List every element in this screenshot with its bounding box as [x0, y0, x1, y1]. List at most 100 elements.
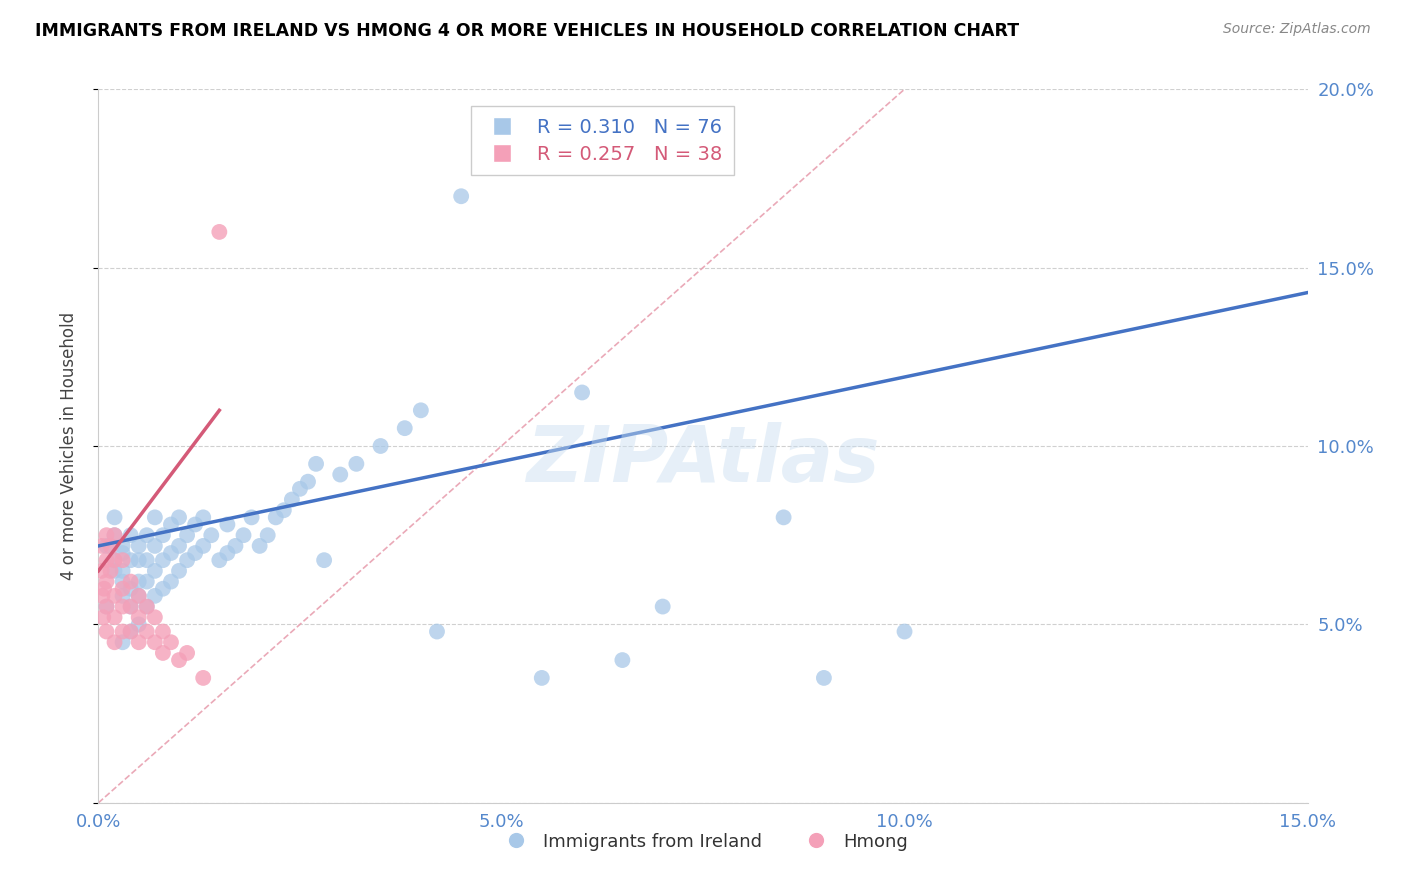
Point [893, 624, 915, 639]
Point [143, 564, 166, 578]
Point [344, 457, 367, 471]
Point [152, 528, 174, 542]
Point [297, 475, 319, 489]
Point [90, 539, 112, 553]
Point [571, 385, 593, 400]
Point [96, 599, 118, 614]
Point [111, 546, 134, 560]
Point [100, 539, 122, 553]
Point [135, 624, 157, 639]
Point [217, 517, 239, 532]
Point [111, 539, 134, 553]
Point [152, 646, 174, 660]
Point [240, 510, 263, 524]
Point [103, 528, 125, 542]
Point [208, 225, 231, 239]
Text: ZIPAtlas: ZIPAtlas [526, 422, 880, 499]
Point [249, 539, 271, 553]
Point [96, 553, 118, 567]
Point [120, 624, 142, 639]
Point [128, 574, 150, 589]
Point [120, 574, 142, 589]
Point [100, 564, 122, 578]
Point [96, 539, 118, 553]
Point [111, 635, 134, 649]
Point [224, 539, 246, 553]
Point [135, 574, 157, 589]
Point [409, 403, 432, 417]
Point [103, 610, 125, 624]
Point [160, 517, 183, 532]
Point [128, 589, 150, 603]
Point [90, 564, 112, 578]
Point [772, 510, 794, 524]
Point [217, 546, 239, 560]
Point [143, 635, 166, 649]
Point [103, 553, 125, 567]
Point [93, 582, 115, 596]
Point [120, 553, 142, 567]
Point [128, 589, 150, 603]
Point [152, 582, 174, 596]
Point [103, 510, 125, 524]
Point [491, 136, 513, 150]
Point [128, 553, 150, 567]
Point [256, 528, 278, 542]
Point [167, 653, 190, 667]
Point [135, 599, 157, 614]
Point [200, 528, 222, 542]
Point [96, 528, 118, 542]
Point [288, 482, 311, 496]
Point [264, 510, 287, 524]
Point [96, 624, 118, 639]
Point [96, 574, 118, 589]
Point [167, 539, 190, 553]
Point [281, 492, 304, 507]
Point [96, 599, 118, 614]
Point [128, 539, 150, 553]
Point [450, 189, 472, 203]
Legend: Immigrants from Ireland, Hmong: Immigrants from Ireland, Hmong [491, 826, 915, 858]
Point [103, 564, 125, 578]
Point [143, 610, 166, 624]
Point [103, 528, 125, 542]
Y-axis label: 4 or more Vehicles in Household: 4 or more Vehicles in Household [59, 312, 77, 580]
Point [193, 539, 215, 553]
Point [184, 546, 207, 560]
Point [128, 610, 150, 624]
Point [426, 624, 449, 639]
Point [273, 503, 295, 517]
Point [111, 589, 134, 603]
Point [120, 582, 142, 596]
Point [370, 439, 392, 453]
Point [103, 589, 125, 603]
Point [111, 582, 134, 596]
Point [176, 528, 198, 542]
Point [111, 599, 134, 614]
Point [135, 528, 157, 542]
Point [160, 546, 183, 560]
Point [305, 457, 328, 471]
Point [120, 599, 142, 614]
Point [143, 589, 166, 603]
Point [111, 553, 134, 567]
Text: Source: ZipAtlas.com: Source: ZipAtlas.com [1223, 22, 1371, 37]
Point [232, 528, 254, 542]
Point [103, 553, 125, 567]
Point [120, 624, 142, 639]
Point [160, 635, 183, 649]
Point [91, 589, 114, 603]
Point [111, 564, 134, 578]
Text: IMMIGRANTS FROM IRELAND VS HMONG 4 OR MORE VEHICLES IN HOUSEHOLD CORRELATION CHA: IMMIGRANTS FROM IRELAND VS HMONG 4 OR MO… [35, 22, 1019, 40]
Point [314, 553, 336, 567]
Point [193, 510, 215, 524]
Point [530, 671, 553, 685]
Point [103, 635, 125, 649]
Point [120, 528, 142, 542]
Point [167, 564, 190, 578]
Point [193, 671, 215, 685]
Point [160, 574, 183, 589]
Point [152, 624, 174, 639]
Point [329, 467, 352, 482]
Point [111, 624, 134, 639]
